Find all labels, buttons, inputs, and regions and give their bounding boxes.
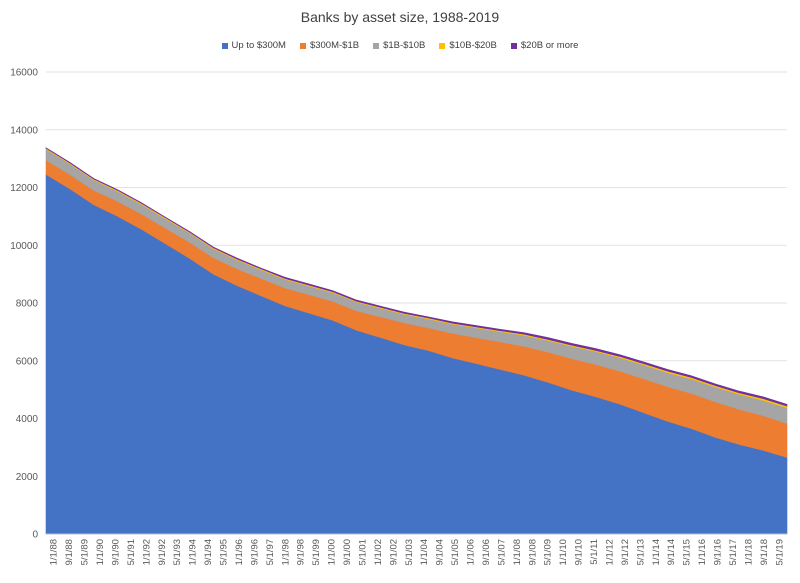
legend-swatch (221, 42, 228, 49)
x-tick-label: 1/1/08 (512, 539, 523, 565)
x-tick-label: 1/1/16 (697, 539, 708, 565)
x-tick-label: 1/1/10 (558, 539, 569, 565)
x-tick-label: 9/1/96 (249, 539, 260, 565)
chart-title: Banks by asset size, 1988-2019 (300, 9, 500, 25)
x-tick-label: 9/1/18 (759, 539, 770, 565)
x-tick-label: 1/1/96 (234, 539, 245, 565)
x-tick-label: 5/1/09 (543, 539, 554, 565)
legend-label: $20B or more (520, 40, 579, 51)
legend-item: Up to $300M (221, 40, 286, 51)
area-series-3 (45, 147, 788, 409)
x-tick-label: 5/1/93 (172, 539, 183, 565)
area-series (45, 147, 788, 535)
x-tick-label: 9/1/06 (481, 539, 492, 565)
x-tick-label: 5/1/07 (496, 539, 507, 565)
legend-label: $1B-$10B (383, 40, 426, 51)
x-tick-label: 9/1/92 (157, 539, 168, 565)
x-tick-label: 1/1/06 (466, 539, 477, 565)
legend-item: $300M-$1B (299, 40, 360, 51)
x-tick-label: 1/1/02 (373, 539, 384, 565)
area-series-1 (45, 159, 788, 458)
x-tick-label: 9/1/94 (203, 539, 214, 565)
y-tick-label: 0 (32, 530, 38, 541)
x-tick-label: 9/1/10 (574, 539, 585, 565)
x-tick-label: 5/1/15 (682, 539, 693, 565)
y-tick-label: 2000 (16, 472, 39, 483)
x-tick-label: 9/1/00 (342, 539, 353, 565)
gridlines (46, 71, 787, 477)
legend-swatch (510, 42, 517, 49)
legend-label: Up to $300M (231, 40, 286, 51)
x-tick-label: 5/1/13 (635, 539, 646, 565)
y-tick-label: 16000 (10, 68, 38, 79)
y-tick-label: 12000 (10, 183, 38, 194)
x-tick-label: 5/1/01 (358, 539, 369, 565)
x-tick-label: 1/1/14 (651, 539, 662, 565)
y-tick-label: 14000 (10, 125, 38, 136)
x-tick-label: 9/1/02 (388, 539, 399, 565)
x-tick-label: 1/1/00 (327, 539, 338, 565)
x-tick-label: 9/1/16 (713, 539, 724, 565)
x-tick-label: 9/1/98 (296, 539, 307, 565)
legend: Up to $300M $300M-$1B $1B-$10B $10B-$20B $20… (0, 40, 800, 51)
x-tick-label: 5/1/99 (311, 539, 322, 565)
x-tick-label: 5/1/17 (728, 539, 739, 565)
y-tick-label: 6000 (16, 356, 39, 367)
y-tick-label: 4000 (16, 414, 39, 425)
x-tick-label: 9/1/08 (527, 539, 538, 565)
x-tick-label: 1/1/90 (95, 539, 106, 565)
x-tick-label: 5/1/91 (126, 539, 137, 565)
area-series-0 (45, 173, 788, 535)
x-tick-label: 9/1/88 (64, 539, 75, 565)
x-tick-label: 1/1/94 (188, 539, 199, 565)
y-tick-label: 8000 (16, 299, 39, 310)
x-tick-label: 1/1/04 (419, 539, 430, 565)
x-tick-label: 9/1/90 (111, 539, 122, 565)
legend-swatch (299, 42, 306, 49)
x-tick-label: 5/1/89 (80, 539, 91, 565)
x-tick-label: 5/1/95 (219, 539, 230, 565)
legend-label: $10B-$20B (449, 40, 497, 51)
legend-label: $300M-$1B (309, 40, 360, 51)
legend-swatch (373, 42, 380, 49)
x-tick-label: 1/1/88 (49, 539, 60, 565)
x-tick-label: 5/1/97 (265, 539, 276, 565)
x-tick-label: 5/1/03 (404, 539, 415, 565)
x-tick-label: 1/1/12 (605, 539, 616, 565)
area-series-2 (45, 148, 788, 424)
x-tick-label: 5/1/05 (450, 539, 461, 565)
legend-item: $1B-$10B (373, 40, 425, 51)
x-tick-label: 1/1/18 (743, 539, 754, 565)
legend-swatch (439, 42, 446, 49)
x-tick-label: 9/1/04 (435, 539, 446, 565)
x-tick-label: 9/1/12 (620, 539, 631, 565)
legend-item: $10B-$20B (439, 40, 497, 51)
x-tick-label: 5/1/11 (589, 539, 600, 565)
axes: 0 2000 4000 6000 8000 10000 12000 14000 16000 1/1… (10, 68, 787, 565)
y-tick-label: 10000 (10, 241, 38, 252)
x-tick-label: 1/1/98 (280, 539, 291, 565)
x-tick-label: 5/1/19 (774, 539, 785, 565)
legend-item: $20B or more (510, 40, 579, 51)
area-series-4 (45, 147, 788, 407)
x-tick-label: 1/1/92 (141, 539, 152, 565)
x-tick-label: 9/1/14 (666, 539, 677, 565)
